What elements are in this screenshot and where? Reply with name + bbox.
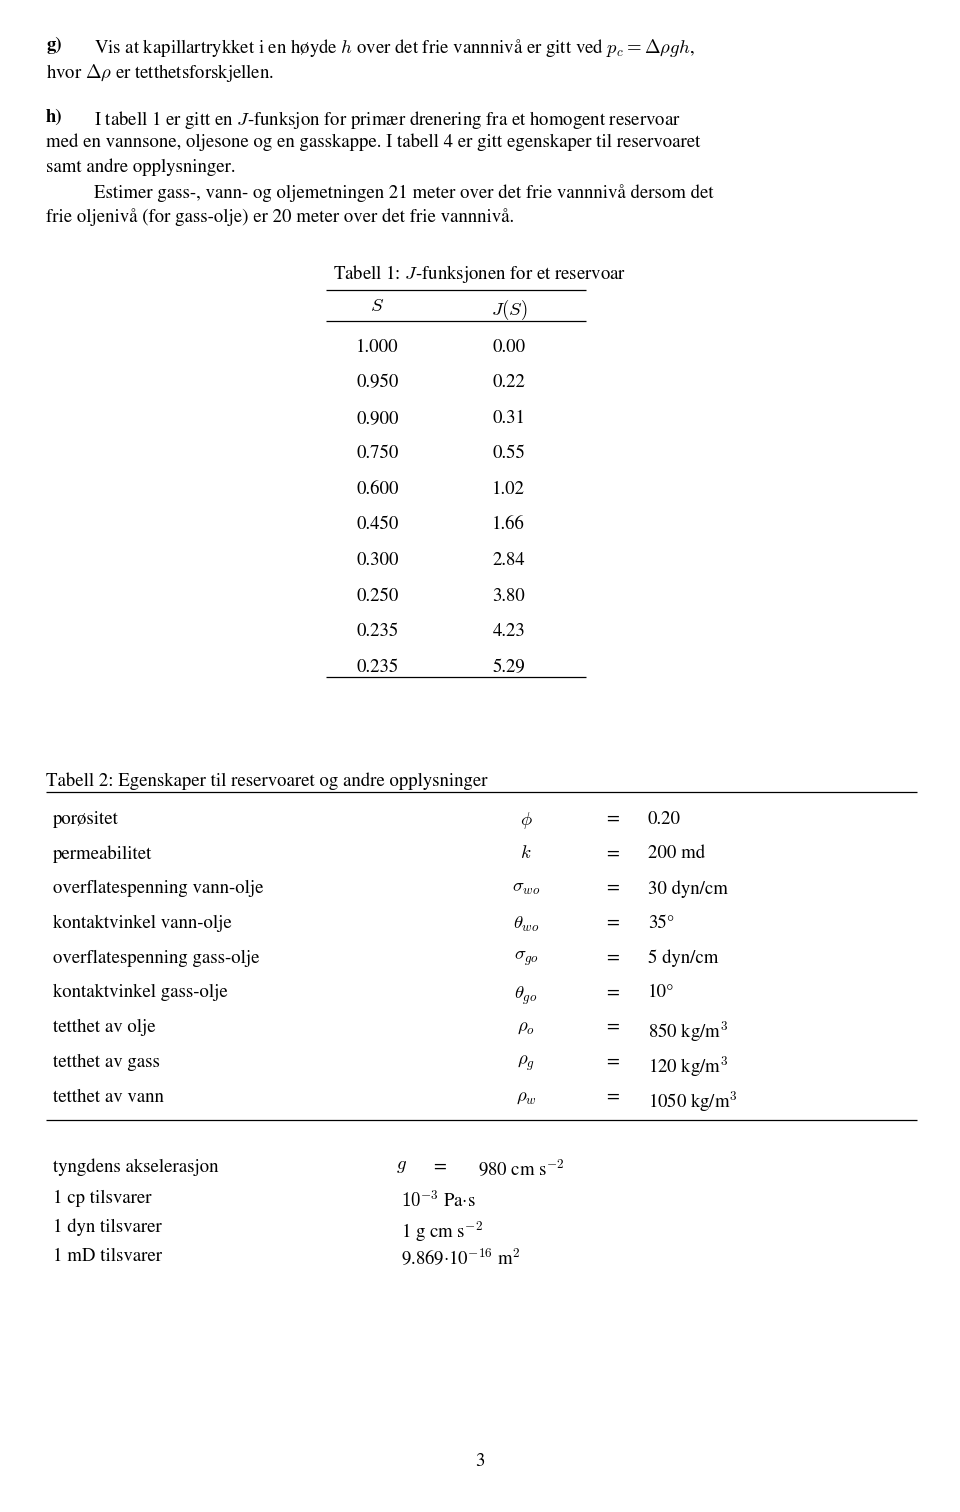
Text: $g$: $g$: [396, 1158, 407, 1175]
Text: kontaktvinkel vann-olje: kontaktvinkel vann-olje: [53, 915, 231, 931]
Text: $\phi$: $\phi$: [519, 810, 533, 832]
Text: 1050 kg/m$^3$: 1050 kg/m$^3$: [648, 1089, 737, 1114]
Text: h): h): [46, 109, 62, 125]
Text: =: =: [606, 810, 619, 827]
Text: 1 cp tilsvarer: 1 cp tilsvarer: [53, 1190, 152, 1207]
Text: 0.750: 0.750: [356, 445, 398, 463]
Text: 0.20: 0.20: [648, 810, 681, 827]
Text: med en vannsone, oljesone og en gasskappe. I tabell 4 er gitt egenskaper til res: med en vannsone, oljesone og en gasskapp…: [46, 135, 701, 151]
Text: 1.66: 1.66: [492, 516, 525, 534]
Text: $\sigma_{wo}$: $\sigma_{wo}$: [512, 880, 540, 897]
Text: 850 kg/m$^3$: 850 kg/m$^3$: [648, 1019, 729, 1045]
Text: 2.84: 2.84: [492, 552, 525, 569]
Text: 1.02: 1.02: [492, 481, 525, 497]
Text: tetthet av vann: tetthet av vann: [53, 1089, 163, 1105]
Text: kontaktvinkel gass-olje: kontaktvinkel gass-olje: [53, 984, 228, 1001]
Text: 0.55: 0.55: [492, 445, 525, 463]
Text: 30 dyn/cm: 30 dyn/cm: [648, 880, 728, 898]
Text: tyngdens akselerasjon: tyngdens akselerasjon: [53, 1158, 218, 1176]
Text: 0.235: 0.235: [356, 659, 398, 676]
Text: 3: 3: [475, 1453, 485, 1470]
Text: 0.600: 0.600: [356, 481, 398, 497]
Text: 35°: 35°: [648, 915, 674, 931]
Text: $J(S)$: $J(S)$: [491, 298, 527, 322]
Text: 0.250: 0.250: [356, 587, 398, 605]
Text: =: =: [606, 915, 619, 931]
Text: 9.869$\cdot$10$^{-16}$ m$^2$: 9.869$\cdot$10$^{-16}$ m$^2$: [401, 1247, 520, 1270]
Text: 0.31: 0.31: [492, 410, 525, 426]
Text: overflatespenning vann-olje: overflatespenning vann-olje: [53, 880, 263, 897]
Text: =: =: [606, 845, 619, 862]
Text: Tabell 2: Egenskaper til reservoaret og andre opplysninger: Tabell 2: Egenskaper til reservoaret og …: [46, 773, 488, 791]
Text: Tabell 1: $J$-funksjonen for et reservoar: Tabell 1: $J$-funksjonen for et reservoa…: [333, 263, 627, 286]
Text: permeabilitet: permeabilitet: [53, 845, 153, 863]
Text: samt andre opplysninger.: samt andre opplysninger.: [46, 159, 235, 177]
Text: 3.80: 3.80: [492, 587, 525, 605]
Text: tetthet av olje: tetthet av olje: [53, 1019, 156, 1036]
Text: 200 md: 200 md: [648, 845, 706, 862]
Text: frie oljenivå (for gass-olje) er 20 meter over det frie vannnivå.: frie oljenivå (for gass-olje) er 20 mete…: [46, 209, 515, 227]
Text: $10^{-3}$ Pa$\cdot$s: $10^{-3}$ Pa$\cdot$s: [401, 1190, 476, 1211]
Text: 0.300: 0.300: [356, 552, 398, 569]
Text: $\theta_{go}$: $\theta_{go}$: [515, 984, 538, 1007]
Text: =: =: [606, 984, 619, 1001]
Text: $\rho_g$: $\rho_g$: [517, 1054, 535, 1074]
Text: porøsitet: porøsitet: [53, 810, 119, 827]
Text: 0.900: 0.900: [356, 410, 398, 426]
Text: =: =: [433, 1158, 446, 1175]
Text: 0.950: 0.950: [356, 373, 398, 392]
Text: 1 dyn tilsvarer: 1 dyn tilsvarer: [53, 1219, 161, 1237]
Text: 0.450: 0.450: [356, 516, 398, 534]
Text: 5 dyn/cm: 5 dyn/cm: [648, 950, 718, 968]
Text: 1.000: 1.000: [356, 339, 398, 355]
Text: 120 kg/m$^3$: 120 kg/m$^3$: [648, 1054, 729, 1080]
Text: overflatespenning gass-olje: overflatespenning gass-olje: [53, 950, 259, 966]
Text: $k$: $k$: [520, 845, 532, 862]
Text: =: =: [606, 1019, 619, 1036]
Text: =: =: [606, 950, 619, 966]
Text: $\rho_o$: $\rho_o$: [517, 1019, 535, 1036]
Text: 1 mD tilsvarer: 1 mD tilsvarer: [53, 1247, 162, 1264]
Text: =: =: [606, 1054, 619, 1070]
Text: 0.22: 0.22: [492, 373, 525, 392]
Text: 980 cm s$^{-2}$: 980 cm s$^{-2}$: [478, 1158, 564, 1181]
Text: $\sigma_{go}$: $\sigma_{go}$: [514, 950, 539, 968]
Text: $S$: $S$: [371, 298, 384, 314]
Text: 0.235: 0.235: [356, 623, 398, 640]
Text: 1 g cm s$^{-2}$: 1 g cm s$^{-2}$: [401, 1219, 483, 1244]
Text: 4.23: 4.23: [492, 623, 525, 640]
Text: tetthet av gass: tetthet av gass: [53, 1054, 159, 1070]
Text: 0.00: 0.00: [492, 339, 525, 355]
Text: I tabell 1 er gitt en $J$-funksjon for primær drenering fra et homogent reservoa: I tabell 1 er gitt en $J$-funksjon for p…: [94, 109, 681, 132]
Text: Vis at kapillartrykket i en høyde $h$ over det frie vannnivå er gitt ved $p_c = : Vis at kapillartrykket i en høyde $h$ ov…: [94, 36, 695, 59]
Text: =: =: [606, 1089, 619, 1105]
Text: $\rho_w$: $\rho_w$: [516, 1089, 537, 1105]
Text: 10°: 10°: [648, 984, 675, 1001]
Text: $\theta_{wo}$: $\theta_{wo}$: [513, 915, 540, 934]
Text: hvor $\Delta\rho$ er tetthetsforskjellen.: hvor $\Delta\rho$ er tetthetsforskjellen…: [46, 62, 275, 85]
Text: g): g): [46, 36, 61, 54]
Text: Estimer gass-, vann- og oljemetningen 21 meter over det frie vannnivå dersom det: Estimer gass-, vann- og oljemetningen 21…: [94, 184, 713, 201]
Text: 5.29: 5.29: [492, 659, 525, 676]
Text: =: =: [606, 880, 619, 897]
